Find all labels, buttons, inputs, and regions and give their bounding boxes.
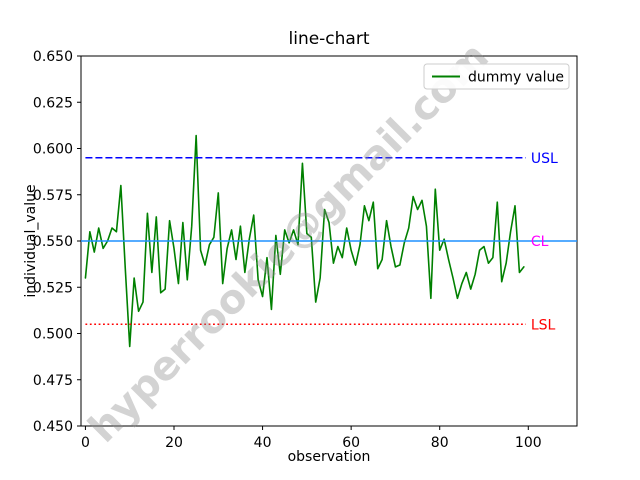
y-tick-label: 0.550 — [33, 234, 73, 250]
y-axis-label: individual_value — [23, 184, 39, 298]
chart-title: line-chart — [288, 29, 370, 49]
y-tick-label: 0.650 — [33, 49, 73, 65]
legend-label: dummy value — [468, 70, 564, 86]
series-line — [84, 134, 525, 348]
ref-line-label-usl: USL — [531, 151, 558, 167]
x-tick-label: 0 — [81, 435, 90, 451]
ref-line-label-lsl: LSL — [531, 317, 556, 333]
ref-line-label-cl: CL — [531, 234, 549, 250]
y-tick-label: 0.500 — [33, 327, 73, 343]
x-tick-label: 100 — [515, 435, 542, 451]
x-tick-label: 80 — [431, 435, 449, 451]
y-tick-label: 0.625 — [33, 95, 73, 111]
y-tick-label: 0.575 — [33, 188, 73, 204]
y-tick-label: 0.525 — [33, 280, 73, 296]
y-tick-label: 0.450 — [33, 419, 73, 435]
x-tick-label: 20 — [165, 435, 183, 451]
x-axis-label: observation — [287, 449, 371, 465]
legend-box — [423, 63, 570, 90]
y-tick-label: 0.475 — [33, 373, 73, 389]
y-tick-label: 0.600 — [33, 142, 73, 158]
x-tick-label: 60 — [342, 435, 360, 451]
x-tick-label: 40 — [254, 435, 272, 451]
